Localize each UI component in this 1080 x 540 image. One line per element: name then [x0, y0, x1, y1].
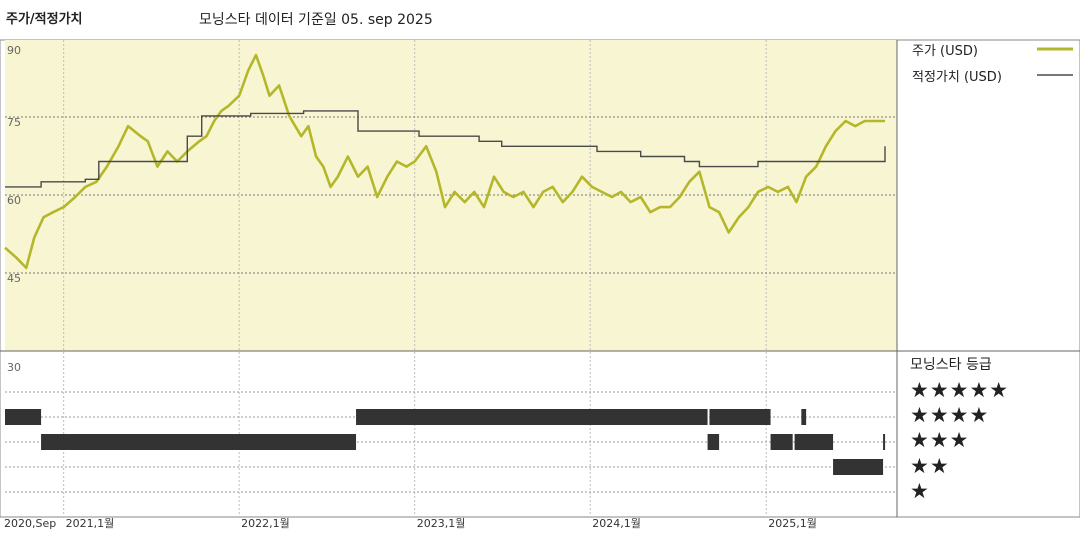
legend-price-swatch — [1037, 47, 1073, 51]
rating-bar-3-star — [794, 434, 834, 450]
legend-fair-value: 적정가치 (USD) — [912, 66, 1002, 85]
rating-bar-4-star — [356, 409, 708, 425]
y-tick-label: 75 — [7, 116, 21, 129]
rating-bar-4-star — [5, 409, 42, 425]
rating-3-stars: ★★★ — [910, 428, 970, 452]
rating-bar-3-star — [770, 434, 793, 450]
legend-price: 주가 (USD) — [912, 40, 978, 59]
x-tick-label: 2020,Sep — [4, 517, 56, 530]
chart-title: 주가/적정가치 — [6, 12, 83, 27]
fair-value-line — [5, 110, 886, 188]
y-tick-label: 60 — [7, 194, 21, 207]
x-tick-label: 2024,1월 — [592, 517, 641, 530]
legend-price-label: 주가 (USD) — [912, 44, 978, 59]
rating-bar-2-star — [833, 459, 884, 475]
rating-1-star: ★ — [910, 479, 930, 503]
y-tick-label: 90 — [7, 44, 21, 57]
y-tick-label: 30 — [7, 361, 21, 374]
legend-fair-value-label: 적정가치 (USD) — [912, 70, 1002, 85]
rating-2-stars: ★★ — [910, 454, 950, 478]
rating-bar-3-star — [883, 434, 886, 450]
x-tick-label: 2021,1월 — [66, 517, 115, 530]
rating-bar-4-star — [801, 409, 807, 425]
x-tick-label: 2022,1월 — [241, 517, 290, 530]
rating-5-stars: ★★★★★ — [910, 378, 1010, 402]
legend-fair-value-swatch — [1037, 74, 1073, 76]
rating-bar-4-star — [709, 409, 771, 425]
data-date-subtitle: 모닝스타 데이터 기준일 05. sep 2025 — [199, 12, 433, 28]
rating-4-stars: ★★★★ — [910, 403, 990, 427]
rating-title: 모닝스타 등급 — [910, 357, 992, 373]
x-tick-label: 2025,1월 — [768, 517, 817, 530]
rating-bar-3-star — [41, 434, 357, 450]
x-tick-label: 2023,1월 — [417, 517, 466, 530]
rating-bar-3-star — [707, 434, 720, 450]
y-tick-label: 45 — [7, 272, 21, 285]
